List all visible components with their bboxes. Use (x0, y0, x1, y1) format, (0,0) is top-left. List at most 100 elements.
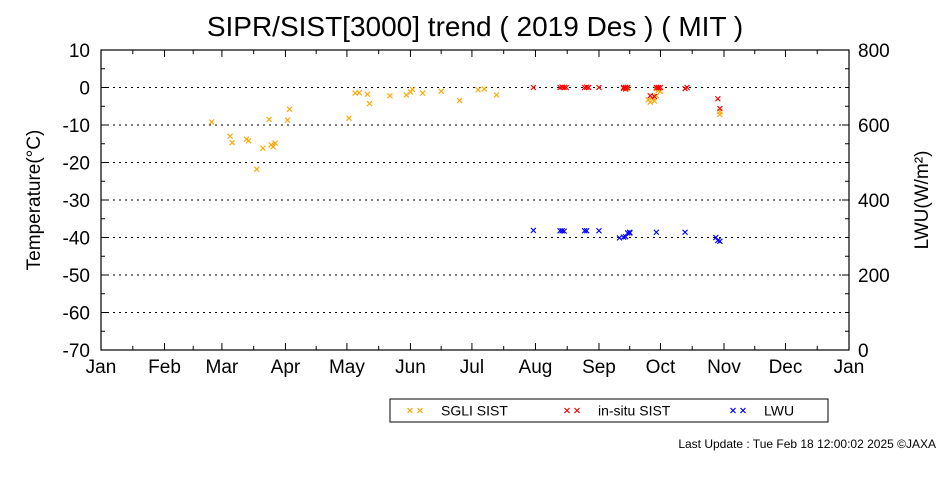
data-point (266, 116, 272, 123)
data-point (438, 88, 445, 95)
left-tick-label: -50 (63, 266, 90, 287)
series-lwu (530, 227, 723, 245)
data-point (481, 86, 488, 92)
data-point (493, 92, 500, 98)
data-point (655, 84, 662, 91)
data-point (596, 227, 602, 234)
data-point (559, 227, 566, 234)
data-point (561, 228, 568, 235)
left-tick-label: -40 (63, 229, 90, 250)
legend-label: SGLI SIST (441, 403, 508, 419)
data-point (657, 84, 664, 91)
data-point (596, 84, 602, 91)
x-tick-label: Dec (769, 357, 803, 378)
data-point (647, 99, 654, 106)
data-point (626, 229, 633, 236)
data-point (622, 84, 629, 91)
x-tick-label: Nov (707, 357, 741, 378)
right-tick-label: 200 (858, 266, 890, 287)
data-point (583, 84, 590, 91)
axis-ticks (100, 49, 850, 351)
data-point (456, 97, 463, 104)
gridlines (101, 87, 849, 313)
data-point (651, 98, 658, 104)
left-tick-label: 0 (79, 79, 90, 100)
legend: SGLI SIST in-situ SIST LWU (389, 398, 829, 423)
data-points (208, 84, 723, 245)
right-axis-tick-labels: 800 600 400 200 0 (858, 41, 890, 362)
legend-marker (740, 407, 746, 414)
legend-label: LWU (764, 403, 794, 419)
right-tick-label: 600 (858, 116, 890, 137)
data-point (716, 238, 723, 245)
x-tick-label: Jul (460, 357, 484, 378)
legend-marker (417, 407, 423, 414)
legend-box (389, 398, 829, 423)
left-tick-label: -20 (63, 154, 90, 175)
data-point (270, 143, 277, 150)
legend-marker (564, 407, 570, 414)
data-point (716, 111, 723, 118)
data-point (284, 117, 291, 124)
data-point (253, 166, 260, 173)
data-point (229, 139, 236, 146)
data-point (653, 229, 660, 236)
x-tick-label: May (329, 357, 365, 378)
last-update-text: Last Update : Tue Feb 18 12:00:02 2025 ©… (678, 437, 936, 451)
legend-marker (730, 407, 736, 414)
right-tick-label: 800 (858, 41, 890, 62)
x-tick-label: Aug (519, 357, 553, 378)
x-tick-label: Feb (148, 357, 181, 378)
data-point (227, 133, 234, 140)
data-point (530, 84, 537, 91)
data-point (585, 84, 592, 91)
data-point (583, 227, 590, 234)
x-axis-tick-labels: Jan Feb Mar Apr May Jun Jul Aug Sep Oct Nov Dec Jan (86, 357, 865, 378)
legend-marker (407, 407, 413, 414)
data-point (409, 86, 416, 93)
data-point (682, 229, 688, 236)
series-in-situ-sist (530, 84, 723, 112)
data-point (366, 100, 373, 107)
left-tick-label: -70 (63, 341, 90, 362)
data-point (475, 86, 481, 93)
data-point (259, 145, 266, 152)
left-tick-label: 10 (69, 41, 90, 62)
x-tick-label: Mar (206, 357, 239, 378)
data-point (356, 89, 363, 96)
x-tick-label: Jan (834, 357, 865, 378)
series-sgli-sist (208, 84, 723, 173)
x-tick-label: Sep (582, 357, 616, 378)
x-tick-label: Oct (646, 357, 676, 378)
data-point (364, 91, 371, 98)
left-tick-label: -30 (63, 191, 90, 212)
x-tick-label: Apr (271, 357, 301, 378)
right-tick-label: 400 (858, 191, 890, 212)
data-point (530, 227, 537, 234)
data-point (716, 105, 723, 112)
data-point (419, 90, 426, 97)
data-point (714, 95, 721, 102)
x-tick-label: Jun (395, 357, 426, 378)
data-point (208, 119, 215, 125)
left-axis-tick-labels: 10 0 -10 -20 -30 -40 -50 -60 -70 (63, 41, 90, 362)
data-point (387, 92, 393, 99)
left-tick-label: -10 (63, 116, 90, 137)
legend-label: in-situ SIST (598, 403, 671, 419)
data-point (286, 106, 293, 113)
right-tick-label: 0 (858, 341, 869, 362)
y-axis-left-label: Temperature(°C) (24, 130, 45, 271)
data-point (624, 84, 631, 91)
data-point (403, 92, 410, 98)
data-point (563, 84, 570, 91)
data-point (684, 84, 691, 91)
legend-item: in-situ SIST (564, 403, 671, 419)
left-tick-label: -60 (63, 304, 90, 325)
data-point (245, 137, 252, 144)
legend-marker (574, 407, 580, 414)
data-point (651, 93, 658, 100)
chart-title: SIPR/SIST[3000] trend ( 2019 Des ) ( MIT… (207, 11, 743, 42)
data-point (346, 115, 352, 122)
y-axis-right-label: LWU(W/m²) (912, 151, 933, 250)
